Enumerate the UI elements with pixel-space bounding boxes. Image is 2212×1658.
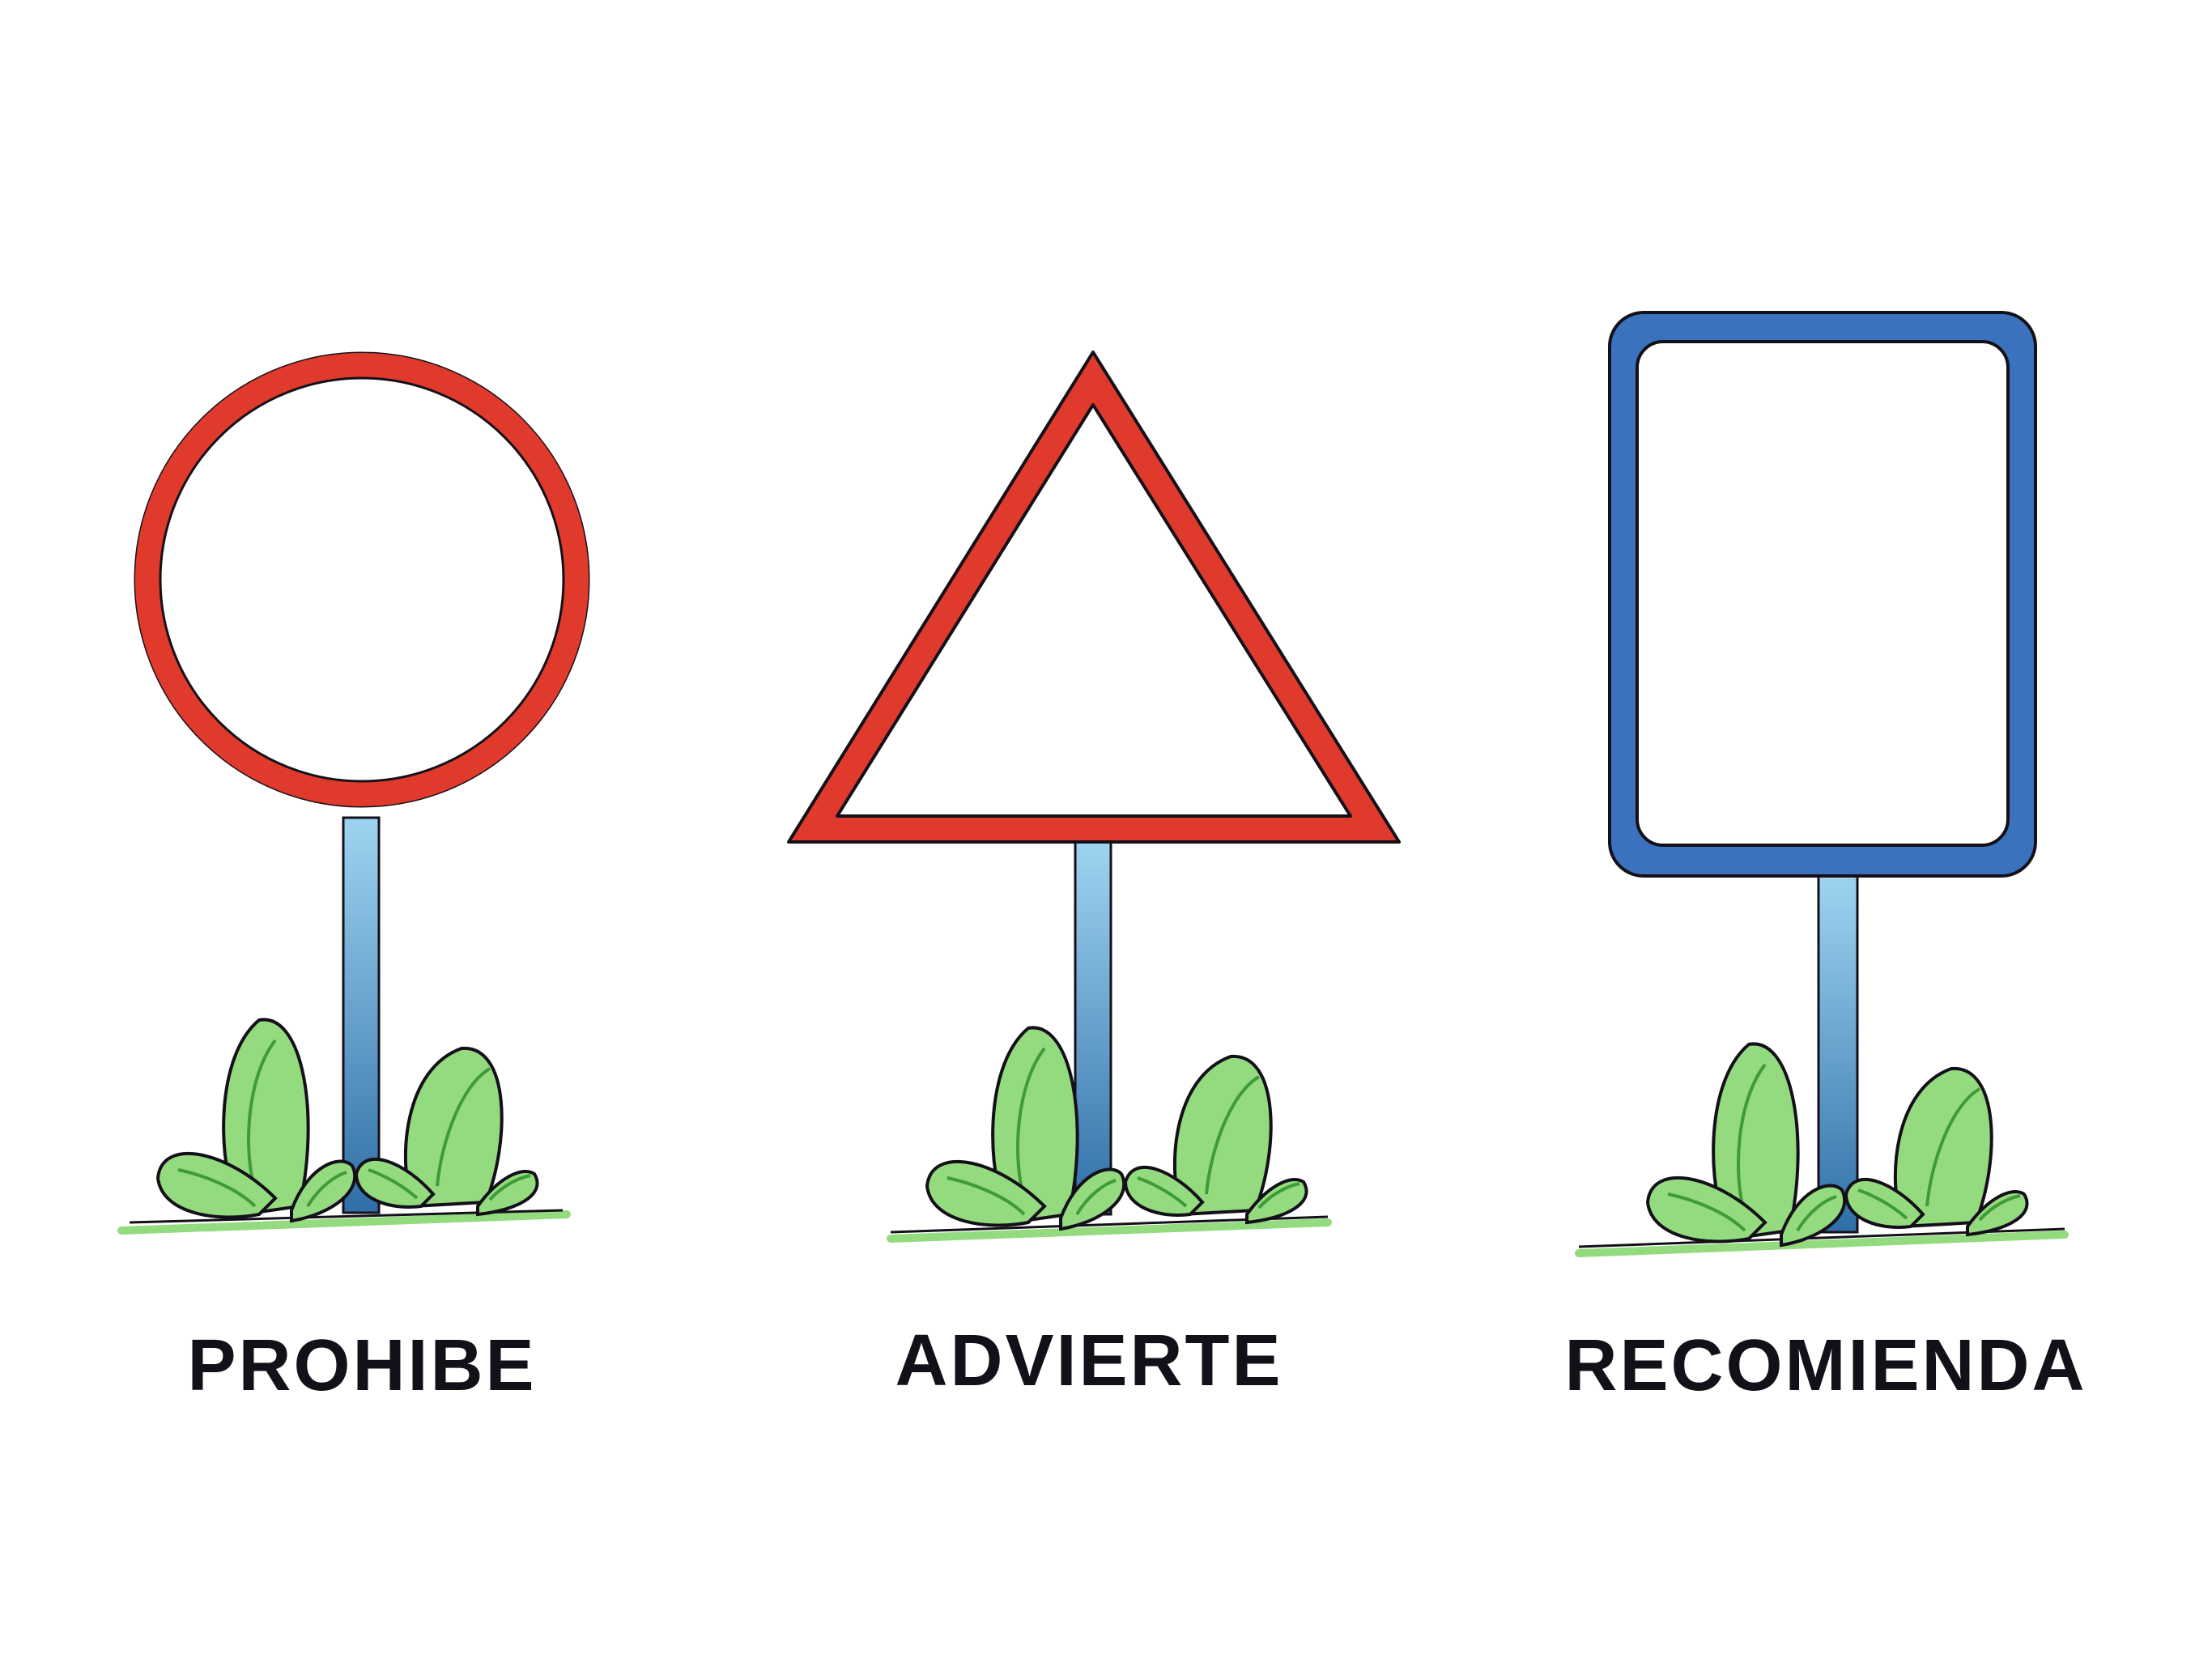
recomienda-grass xyxy=(1575,1042,2069,1257)
advierte-sign xyxy=(787,351,1401,1243)
advierte-label: ADVIERTE xyxy=(895,1320,1283,1401)
advierte-grass xyxy=(887,1026,1332,1243)
prohibe-pole xyxy=(342,816,381,1214)
recomienda-sign xyxy=(1575,311,2069,1257)
prohibe-label: PROHIBE xyxy=(187,1325,537,1406)
prohibe-grass xyxy=(117,1018,571,1235)
recomienda-pole xyxy=(1817,874,1859,1234)
prohibe-sign xyxy=(117,351,590,1235)
recomienda-label: RECOMIENDA xyxy=(1564,1325,2087,1406)
advierte-pole xyxy=(1074,840,1112,1216)
